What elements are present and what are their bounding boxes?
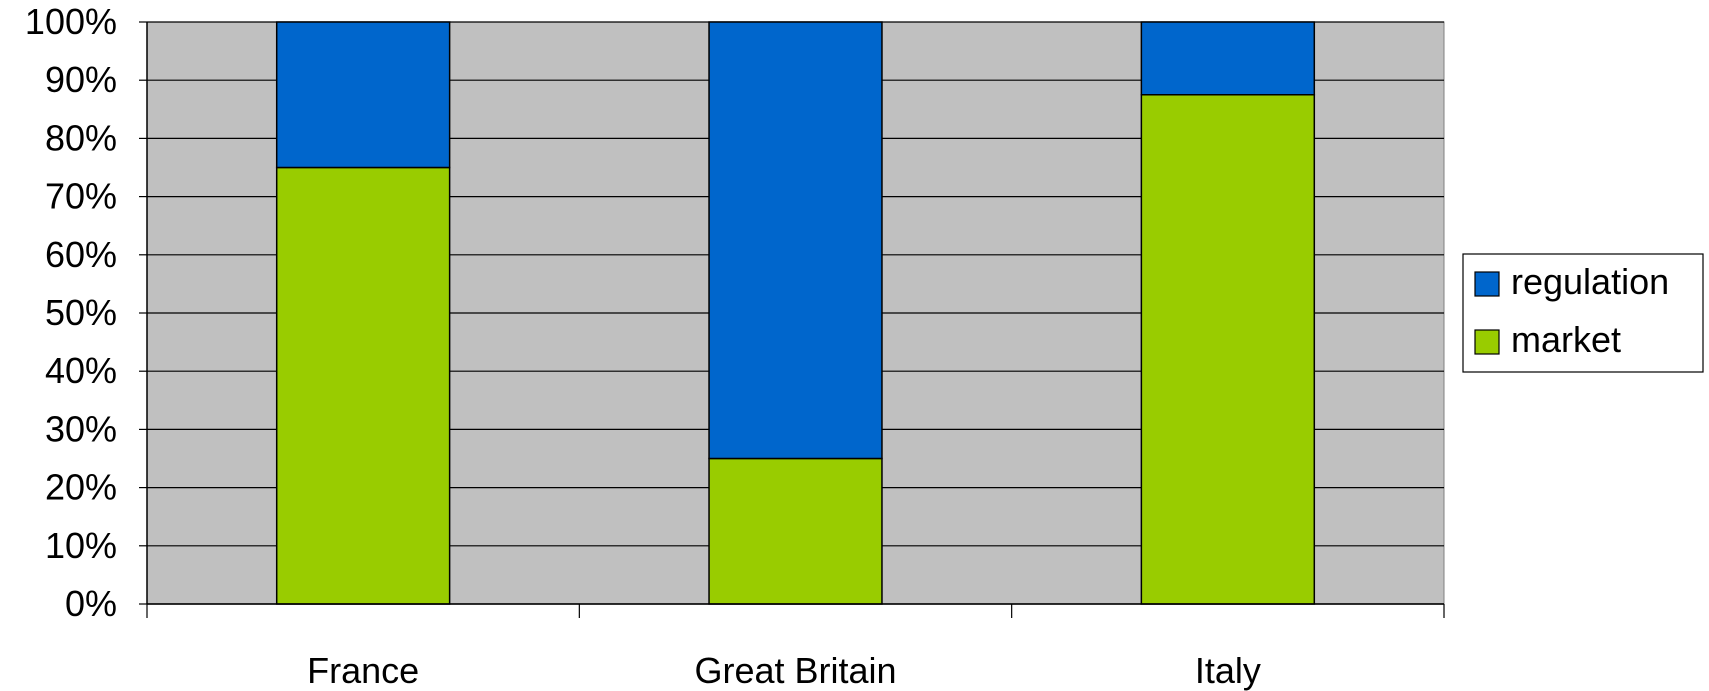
x-axis-category-labels: France Great Britain Italy bbox=[307, 650, 1261, 691]
y-tick-label: 60% bbox=[45, 234, 117, 275]
legend-swatch-regulation bbox=[1474, 271, 1500, 297]
y-tick-label: 50% bbox=[45, 292, 117, 333]
y-axis-tick-labels: 0% 10% 20% 30% 40% 50% 60% 70% 80% 90% 100% bbox=[25, 1, 117, 624]
x-category-label: Italy bbox=[1195, 650, 1261, 691]
x-category-label: France bbox=[307, 650, 419, 691]
y-tick-label: 70% bbox=[45, 176, 117, 217]
bars bbox=[275, 21, 1316, 605]
legend-label-regulation: regulation bbox=[1511, 261, 1669, 302]
y-tick-label: 100% bbox=[25, 1, 117, 42]
y-tick-label: 10% bbox=[45, 525, 117, 566]
y-tick-label: 90% bbox=[45, 59, 117, 100]
legend-label-market: market bbox=[1511, 319, 1621, 360]
bar-segment-regulation bbox=[275, 21, 451, 169]
y-tick-label: 20% bbox=[45, 467, 117, 508]
axes bbox=[146, 22, 1445, 618]
y-tick-label: 30% bbox=[45, 408, 117, 449]
bar-segment-regulation bbox=[1140, 21, 1316, 96]
x-category-label: Great Britain bbox=[694, 650, 896, 691]
y-tick-label: 80% bbox=[45, 117, 117, 158]
y-tick-label: 40% bbox=[45, 350, 117, 391]
bar-segment-regulation bbox=[708, 21, 883, 460]
legend-box bbox=[1462, 253, 1704, 373]
bar-segment-market bbox=[1140, 94, 1316, 605]
legend: regulation market bbox=[1462, 253, 1704, 373]
bar-segment-market bbox=[275, 166, 451, 605]
legend-swatch-market bbox=[1474, 329, 1500, 355]
bar-segment-market bbox=[708, 457, 883, 605]
y-tick-label: 0% bbox=[65, 583, 117, 624]
